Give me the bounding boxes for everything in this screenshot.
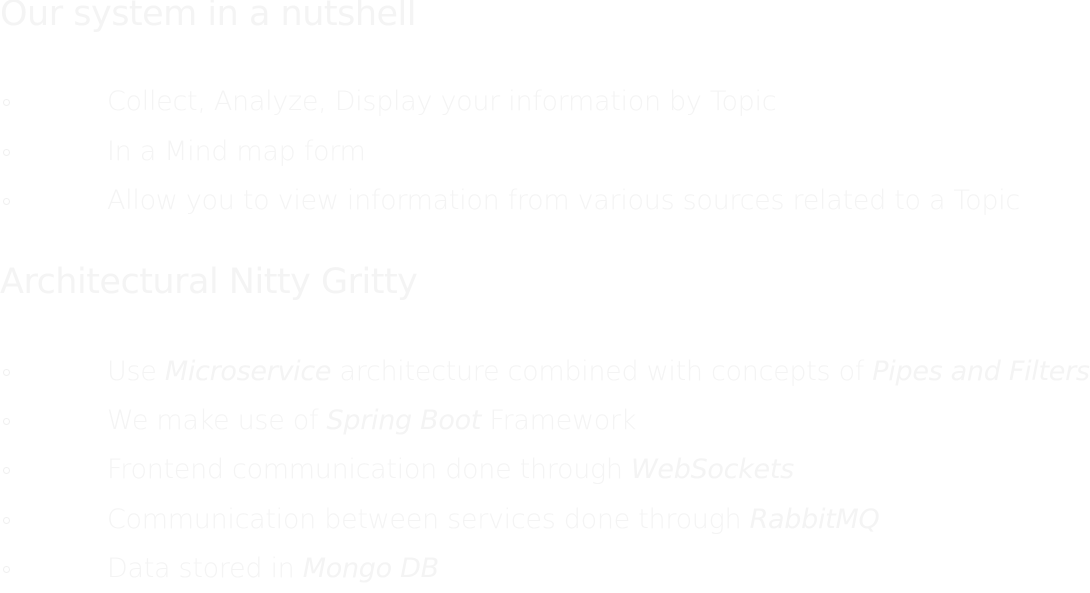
circle-bullet-icon xyxy=(3,517,10,524)
list-item-text: Allow you to view information from vario… xyxy=(107,185,1020,216)
circle-bullet-icon xyxy=(3,99,10,106)
list-item-text: We make use of Spring Boot Framework xyxy=(107,405,636,436)
list-item: We make use of Spring Boot Framework xyxy=(0,405,1090,445)
list-item-text-post: architecture combined with concepts of xyxy=(331,356,873,387)
circle-bullet-icon xyxy=(3,467,10,474)
list-item: Frontend communication done through WebS… xyxy=(0,454,1090,494)
list-item-text-pre: Frontend communication done through xyxy=(107,454,632,485)
list-item-text-pre: Communication between services done thro… xyxy=(107,504,750,535)
list-item-text: Data stored in Mongo DB xyxy=(107,553,439,584)
list-item-emphasis: WebSockets xyxy=(631,454,794,485)
list-item-text-pre: Data stored in xyxy=(107,553,303,584)
list-item: Communication between services done thro… xyxy=(0,504,1090,544)
section-title-nutshell: Our system in a nutshell xyxy=(0,0,417,34)
list-item-text: In a Mind map form xyxy=(107,136,366,167)
list-item-text-post: Framework xyxy=(481,405,637,436)
list-item: Use Microservice architecture combined w… xyxy=(0,356,1090,396)
list-item-emphasis: Spring Boot xyxy=(326,405,482,436)
list-item-text: Communication between services done thro… xyxy=(107,504,880,535)
circle-bullet-icon xyxy=(3,198,10,205)
circle-bullet-icon xyxy=(3,418,10,425)
list-item-text-pre: We make use of xyxy=(107,405,327,436)
circle-bullet-icon xyxy=(3,149,10,156)
section-title-architecture: Architectural Nitty Gritty xyxy=(0,262,418,302)
circle-bullet-icon xyxy=(3,369,10,376)
list-item-text-pre: Use xyxy=(107,356,165,387)
list-item-emphasis-2: Pipes and Filters xyxy=(872,356,1090,387)
list-item-emphasis: RabbitMQ xyxy=(749,504,880,535)
list-item-text: Frontend communication done through WebS… xyxy=(107,454,794,485)
list-item-emphasis: Microservice xyxy=(164,356,332,387)
list-item-text: Use Microservice architecture combined w… xyxy=(107,356,1090,387)
list-item: In a Mind map form xyxy=(0,136,1090,176)
list-item-emphasis: Mongo DB xyxy=(302,553,439,584)
list-item: Data stored in Mongo DB xyxy=(0,553,1090,593)
list-item-text: Collect, Analyze, Display your informati… xyxy=(107,86,777,117)
list-item: Collect, Analyze, Display your informati… xyxy=(0,86,1090,126)
circle-bullet-icon xyxy=(3,566,10,573)
list-item: Allow you to view information from vario… xyxy=(0,185,1090,225)
